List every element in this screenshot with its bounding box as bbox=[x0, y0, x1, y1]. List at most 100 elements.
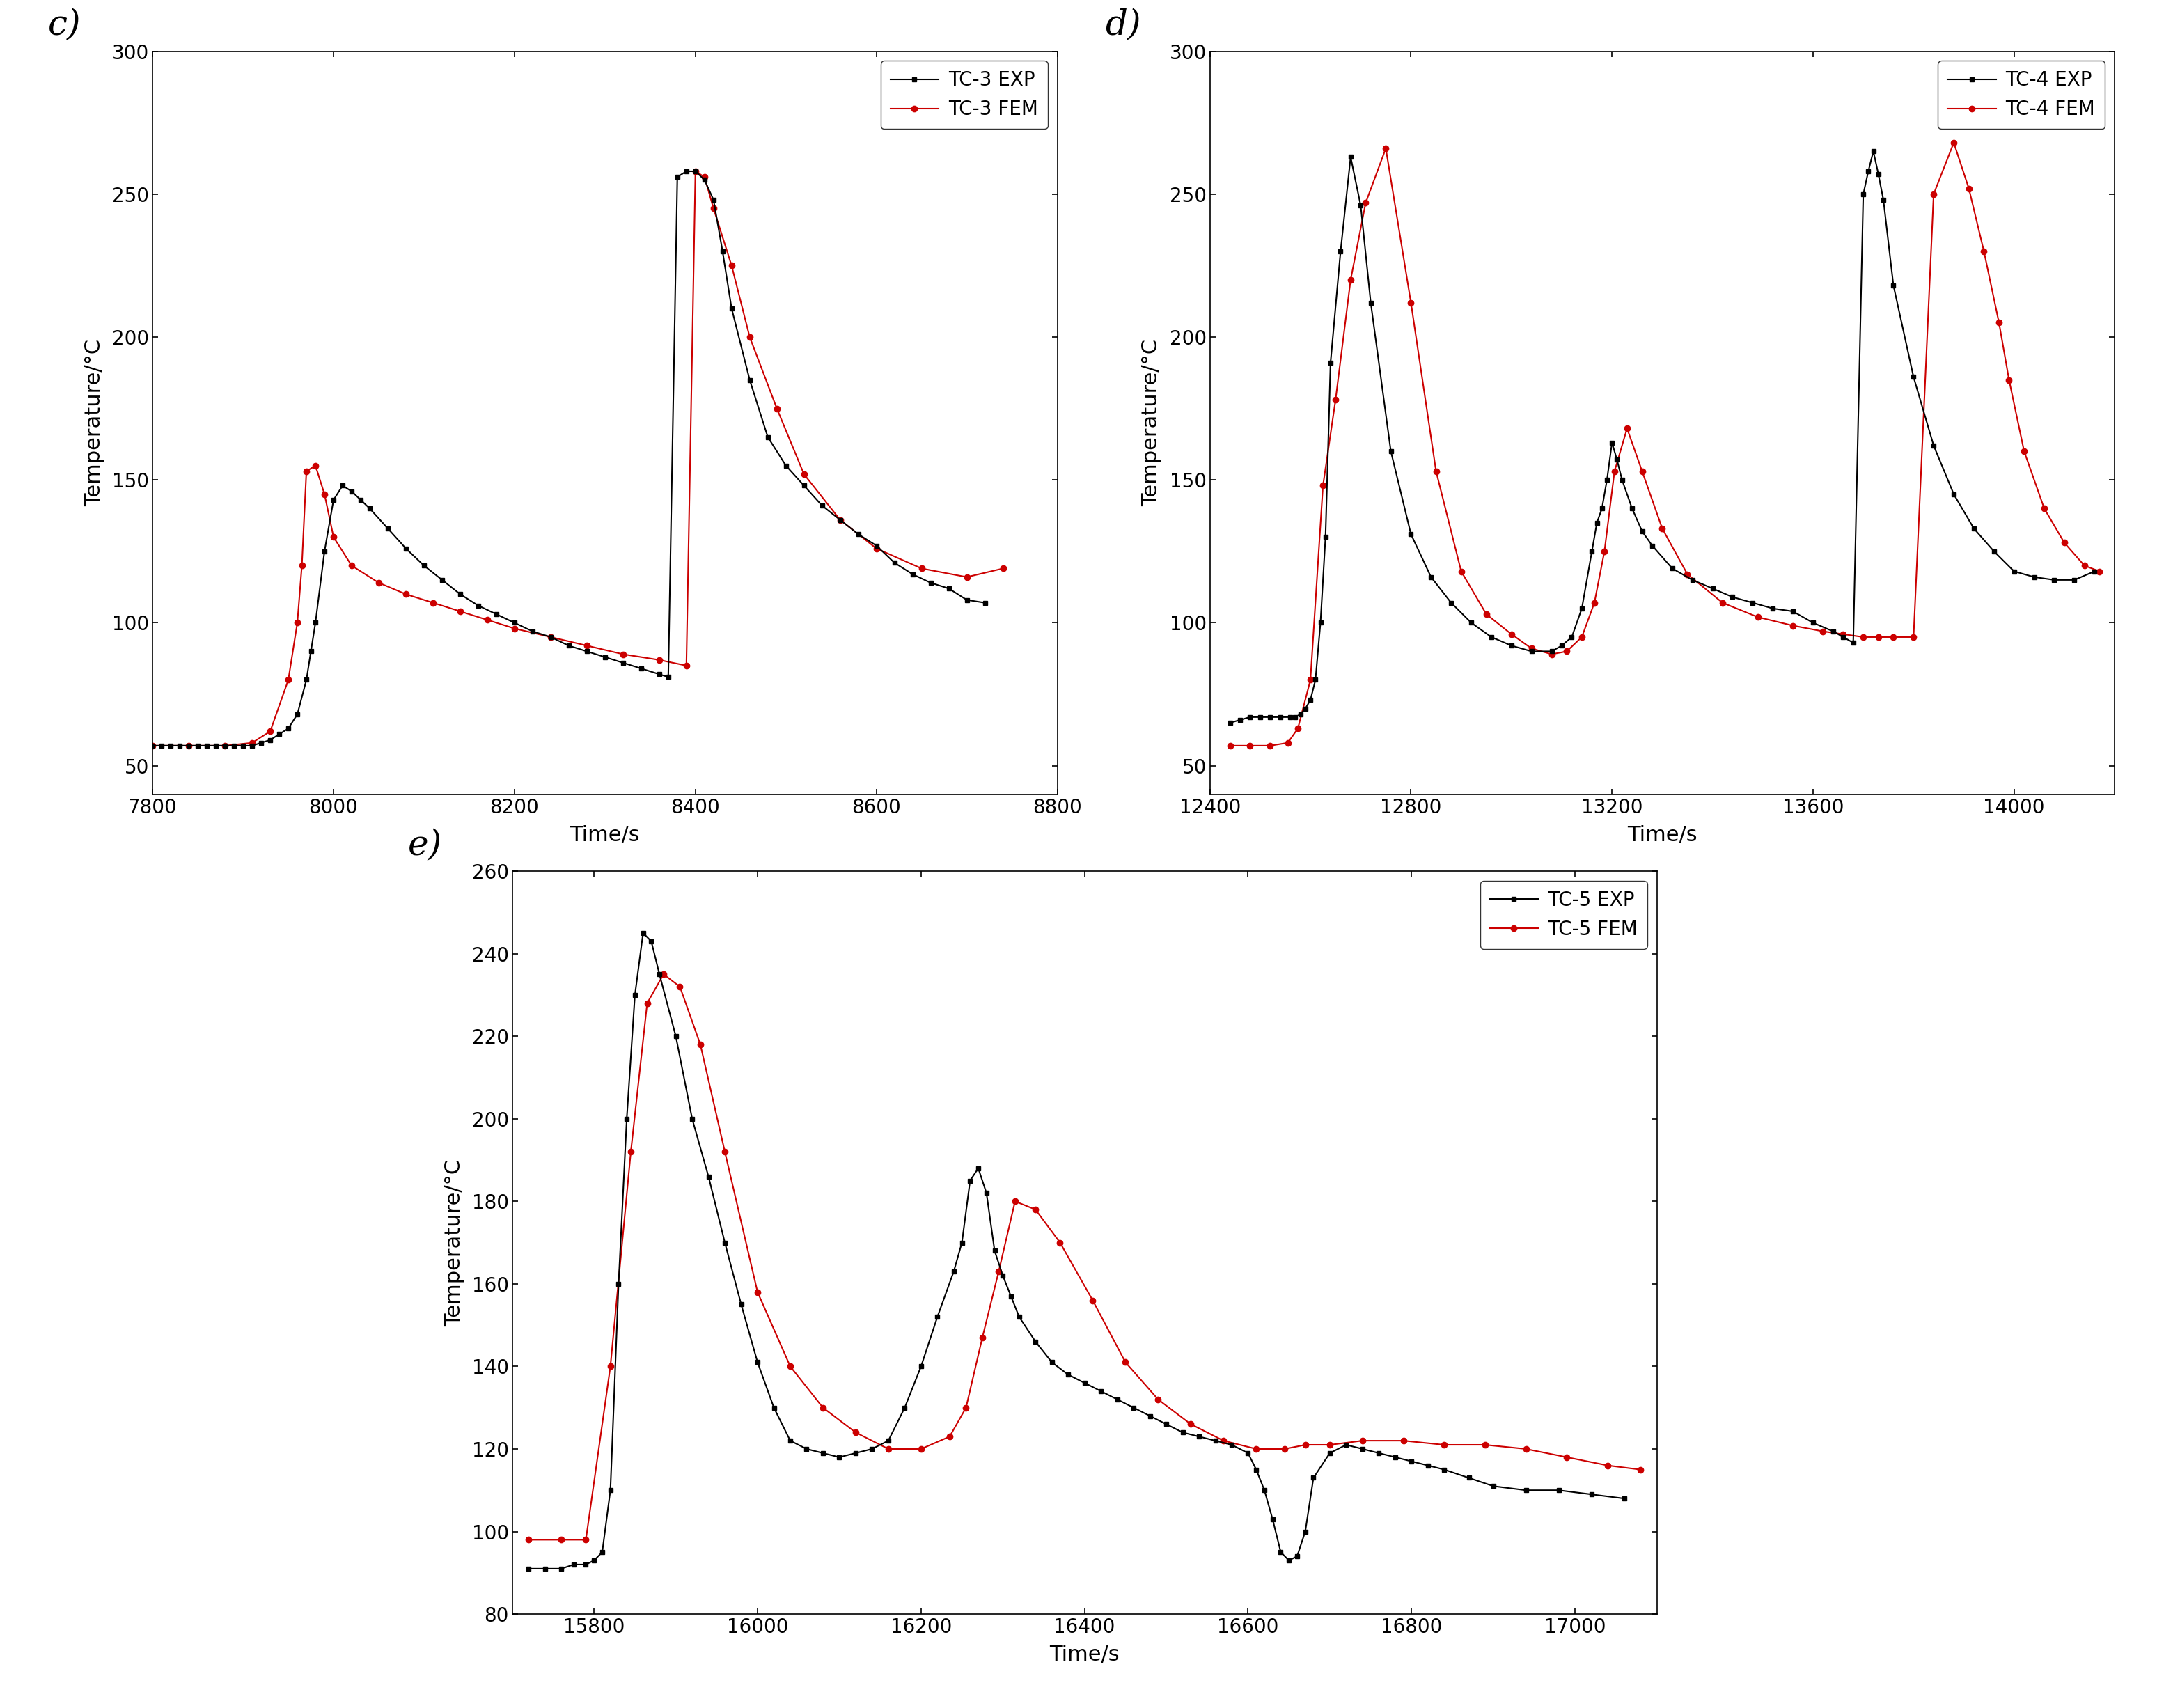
TC-3 FEM bbox=[211, 736, 238, 757]
TC-4 EXP bbox=[1328, 241, 1354, 261]
TC-4 FEM bbox=[1591, 541, 1618, 562]
TC-3 EXP bbox=[674, 161, 700, 181]
TC-3 FEM bbox=[283, 613, 310, 634]
TC-3 FEM bbox=[421, 593, 447, 613]
Legend: TC-5 EXP, TC-5 FEM: TC-5 EXP, TC-5 FEM bbox=[1480, 881, 1648, 948]
TC-3 FEM bbox=[312, 483, 338, 504]
TC-5 FEM bbox=[1349, 1430, 1376, 1450]
TC-3 FEM bbox=[674, 656, 700, 676]
Line: TC-5 EXP: TC-5 EXP bbox=[525, 931, 1626, 1571]
TC-5 FEM bbox=[1554, 1447, 1580, 1467]
TC-4 FEM bbox=[1613, 418, 1639, 439]
X-axis label: Time/s: Time/s bbox=[569, 825, 641, 845]
TC-4 FEM bbox=[1397, 292, 1424, 313]
TC-5 FEM bbox=[1271, 1438, 1297, 1459]
TC-4 FEM bbox=[1310, 475, 1336, 495]
TC-4 FEM bbox=[1971, 241, 1997, 261]
TC-4 FEM bbox=[1519, 639, 1546, 659]
TC-4 FEM bbox=[2010, 441, 2036, 461]
TC-3 FEM bbox=[288, 555, 314, 576]
TC-4 FEM bbox=[1986, 313, 2012, 333]
TC-4 FEM bbox=[1901, 627, 1927, 647]
TC-4 FEM bbox=[1955, 178, 1982, 198]
TC-3 FEM bbox=[763, 398, 789, 418]
TC-5 FEM bbox=[985, 1261, 1012, 1281]
TC-4 FEM bbox=[1779, 615, 1805, 635]
Text: e): e) bbox=[408, 828, 443, 863]
TC-3 FEM bbox=[538, 627, 565, 647]
TC-5 EXP bbox=[630, 922, 656, 943]
TC-5 FEM bbox=[1432, 1435, 1458, 1455]
Legend: TC-3 EXP, TC-3 FEM: TC-3 EXP, TC-3 FEM bbox=[881, 61, 1049, 128]
TC-3 FEM bbox=[366, 572, 392, 593]
TC-3 FEM bbox=[447, 601, 473, 622]
TC-3 FEM bbox=[338, 555, 364, 576]
Text: c): c) bbox=[48, 9, 81, 43]
TC-4 FEM bbox=[1921, 184, 1947, 205]
TC-3 FEM bbox=[240, 733, 266, 753]
TC-5 FEM bbox=[711, 1141, 737, 1161]
TC-3 FEM bbox=[990, 559, 1016, 579]
TC-5 EXP bbox=[1022, 1332, 1049, 1353]
TC-4 FEM bbox=[1881, 627, 1908, 647]
TC-3 FEM bbox=[863, 538, 889, 559]
TC-4 FEM bbox=[2086, 560, 2112, 581]
TC-5 FEM bbox=[549, 1530, 576, 1551]
TC-5 EXP bbox=[1171, 1423, 1197, 1443]
TC-5 FEM bbox=[1293, 1435, 1319, 1455]
TC-5 EXP bbox=[1203, 1430, 1230, 1450]
TC-3 FEM bbox=[610, 644, 637, 664]
TC-3 EXP bbox=[211, 736, 238, 757]
Line: TC-3 FEM: TC-3 FEM bbox=[150, 169, 1005, 748]
TC-5 FEM bbox=[874, 1438, 900, 1459]
TC-4 FEM bbox=[2051, 533, 2078, 553]
TC-3 EXP bbox=[628, 658, 654, 678]
TC-4 FEM bbox=[1628, 461, 1655, 482]
TC-5 FEM bbox=[1391, 1430, 1417, 1450]
TC-4 FEM bbox=[1997, 369, 2023, 389]
TC-5 FEM bbox=[634, 992, 661, 1013]
TC-3 FEM bbox=[501, 618, 528, 639]
TC-5 FEM bbox=[1003, 1190, 1029, 1211]
TC-5 FEM bbox=[1177, 1414, 1203, 1435]
TC-3 FEM bbox=[955, 567, 981, 588]
TC-5 FEM bbox=[1472, 1435, 1498, 1455]
TC-4 FEM bbox=[2071, 555, 2097, 576]
Line: TC-4 EXP: TC-4 EXP bbox=[1227, 149, 2097, 726]
TC-5 FEM bbox=[1144, 1389, 1171, 1409]
TC-3 FEM bbox=[177, 736, 203, 757]
TC-5 FEM bbox=[776, 1356, 802, 1377]
TC-3 FEM bbox=[691, 167, 717, 188]
TC-3 FEM bbox=[392, 584, 419, 605]
Y-axis label: Temperature/°C: Temperature/°C bbox=[1142, 340, 1162, 506]
Text: d): d) bbox=[1105, 9, 1140, 43]
TC-4 EXP bbox=[1860, 142, 1886, 162]
TC-5 FEM bbox=[650, 963, 676, 984]
TC-3 FEM bbox=[826, 509, 852, 529]
TC-3 FEM bbox=[645, 649, 671, 670]
TC-3 FEM bbox=[475, 610, 501, 630]
TC-5 FEM bbox=[1079, 1290, 1105, 1310]
TC-4 FEM bbox=[1709, 593, 1735, 613]
TC-5 FEM bbox=[1626, 1459, 1652, 1479]
TC-3 FEM bbox=[275, 670, 301, 690]
TC-5 FEM bbox=[517, 1530, 543, 1551]
TC-4 FEM bbox=[1297, 670, 1323, 690]
TC-3 FEM bbox=[700, 198, 726, 219]
Line: TC-5 FEM: TC-5 FEM bbox=[525, 972, 1644, 1542]
TC-4 EXP bbox=[1339, 147, 1365, 167]
TC-5 FEM bbox=[809, 1397, 835, 1418]
TC-5 FEM bbox=[937, 1426, 964, 1447]
TC-4 EXP bbox=[1216, 712, 1243, 733]
TC-5 FEM bbox=[743, 1281, 770, 1301]
TC-4 FEM bbox=[1424, 461, 1450, 482]
TC-3 FEM bbox=[719, 254, 746, 275]
TC-4 FEM bbox=[1648, 518, 1674, 538]
TC-5 FEM bbox=[953, 1397, 979, 1418]
TC-4 FEM bbox=[1674, 564, 1700, 584]
TC-5 EXP bbox=[874, 1430, 900, 1450]
TC-3 FEM bbox=[140, 736, 166, 757]
TC-5 FEM bbox=[597, 1356, 623, 1377]
TC-5 FEM bbox=[617, 1141, 643, 1161]
TC-3 FEM bbox=[737, 326, 763, 347]
